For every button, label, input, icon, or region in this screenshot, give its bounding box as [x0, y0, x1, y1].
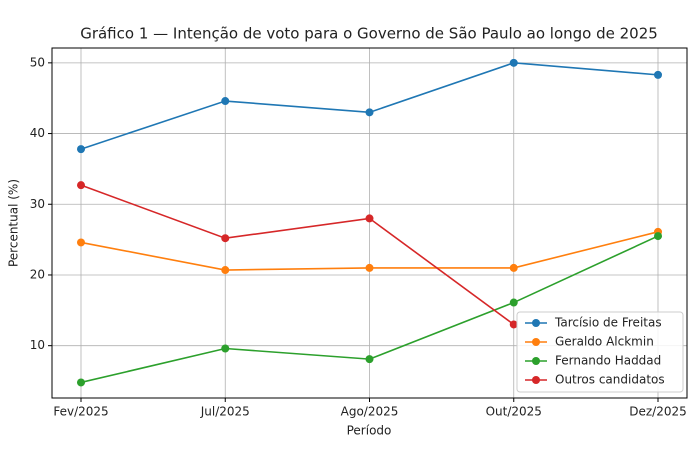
plot-frame	[51, 47, 688, 399]
y-tick-label: 30	[30, 197, 45, 211]
data-point	[365, 355, 374, 364]
y-tick-label: 50	[30, 55, 45, 69]
data-point	[221, 266, 230, 275]
data-point	[365, 214, 374, 223]
series-line	[80, 184, 515, 326]
data-point	[77, 145, 85, 154]
legend-label: Geraldo Alckmin	[555, 335, 654, 349]
data-point	[77, 181, 85, 190]
x-tick-label: Jul/2025	[200, 405, 250, 419]
x-tick-label: Fev/2025	[53, 405, 108, 419]
legend-marker	[532, 338, 540, 346]
y-tick-label: 10	[30, 338, 45, 352]
data-point	[509, 263, 518, 272]
x-tick-label: Dez/2025	[629, 405, 687, 419]
data-point	[509, 320, 518, 329]
data-point	[77, 378, 85, 387]
y-tick-label: 40	[30, 126, 45, 140]
x-tick-label: Ago/2025	[341, 405, 399, 419]
data-point	[77, 238, 85, 247]
legend-marker	[532, 319, 540, 327]
x-tick-label: Out/2025	[486, 405, 542, 419]
data-point	[221, 97, 230, 106]
y-axis-label: Percentual (%)	[7, 179, 21, 267]
data-point	[509, 58, 518, 67]
data-point	[654, 232, 662, 241]
legend-marker	[532, 376, 540, 384]
data-point	[654, 70, 662, 79]
chart-title: Gráfico 1 — Intenção de voto para o Gove…	[80, 25, 658, 43]
data-point	[365, 263, 374, 272]
data-point	[365, 108, 374, 117]
data-point	[509, 298, 518, 307]
y-tick-label: 20	[30, 267, 45, 281]
legend-marker	[532, 357, 540, 365]
data-point	[221, 344, 230, 353]
data-point	[221, 234, 230, 243]
legend-label: Fernando Haddad	[555, 354, 661, 368]
legend-box	[516, 311, 684, 393]
legend-label: Tarcísio de Freitas	[554, 316, 662, 330]
legend-label: Outros candidatos	[555, 373, 665, 387]
x-axis-label: Período	[347, 424, 392, 438]
